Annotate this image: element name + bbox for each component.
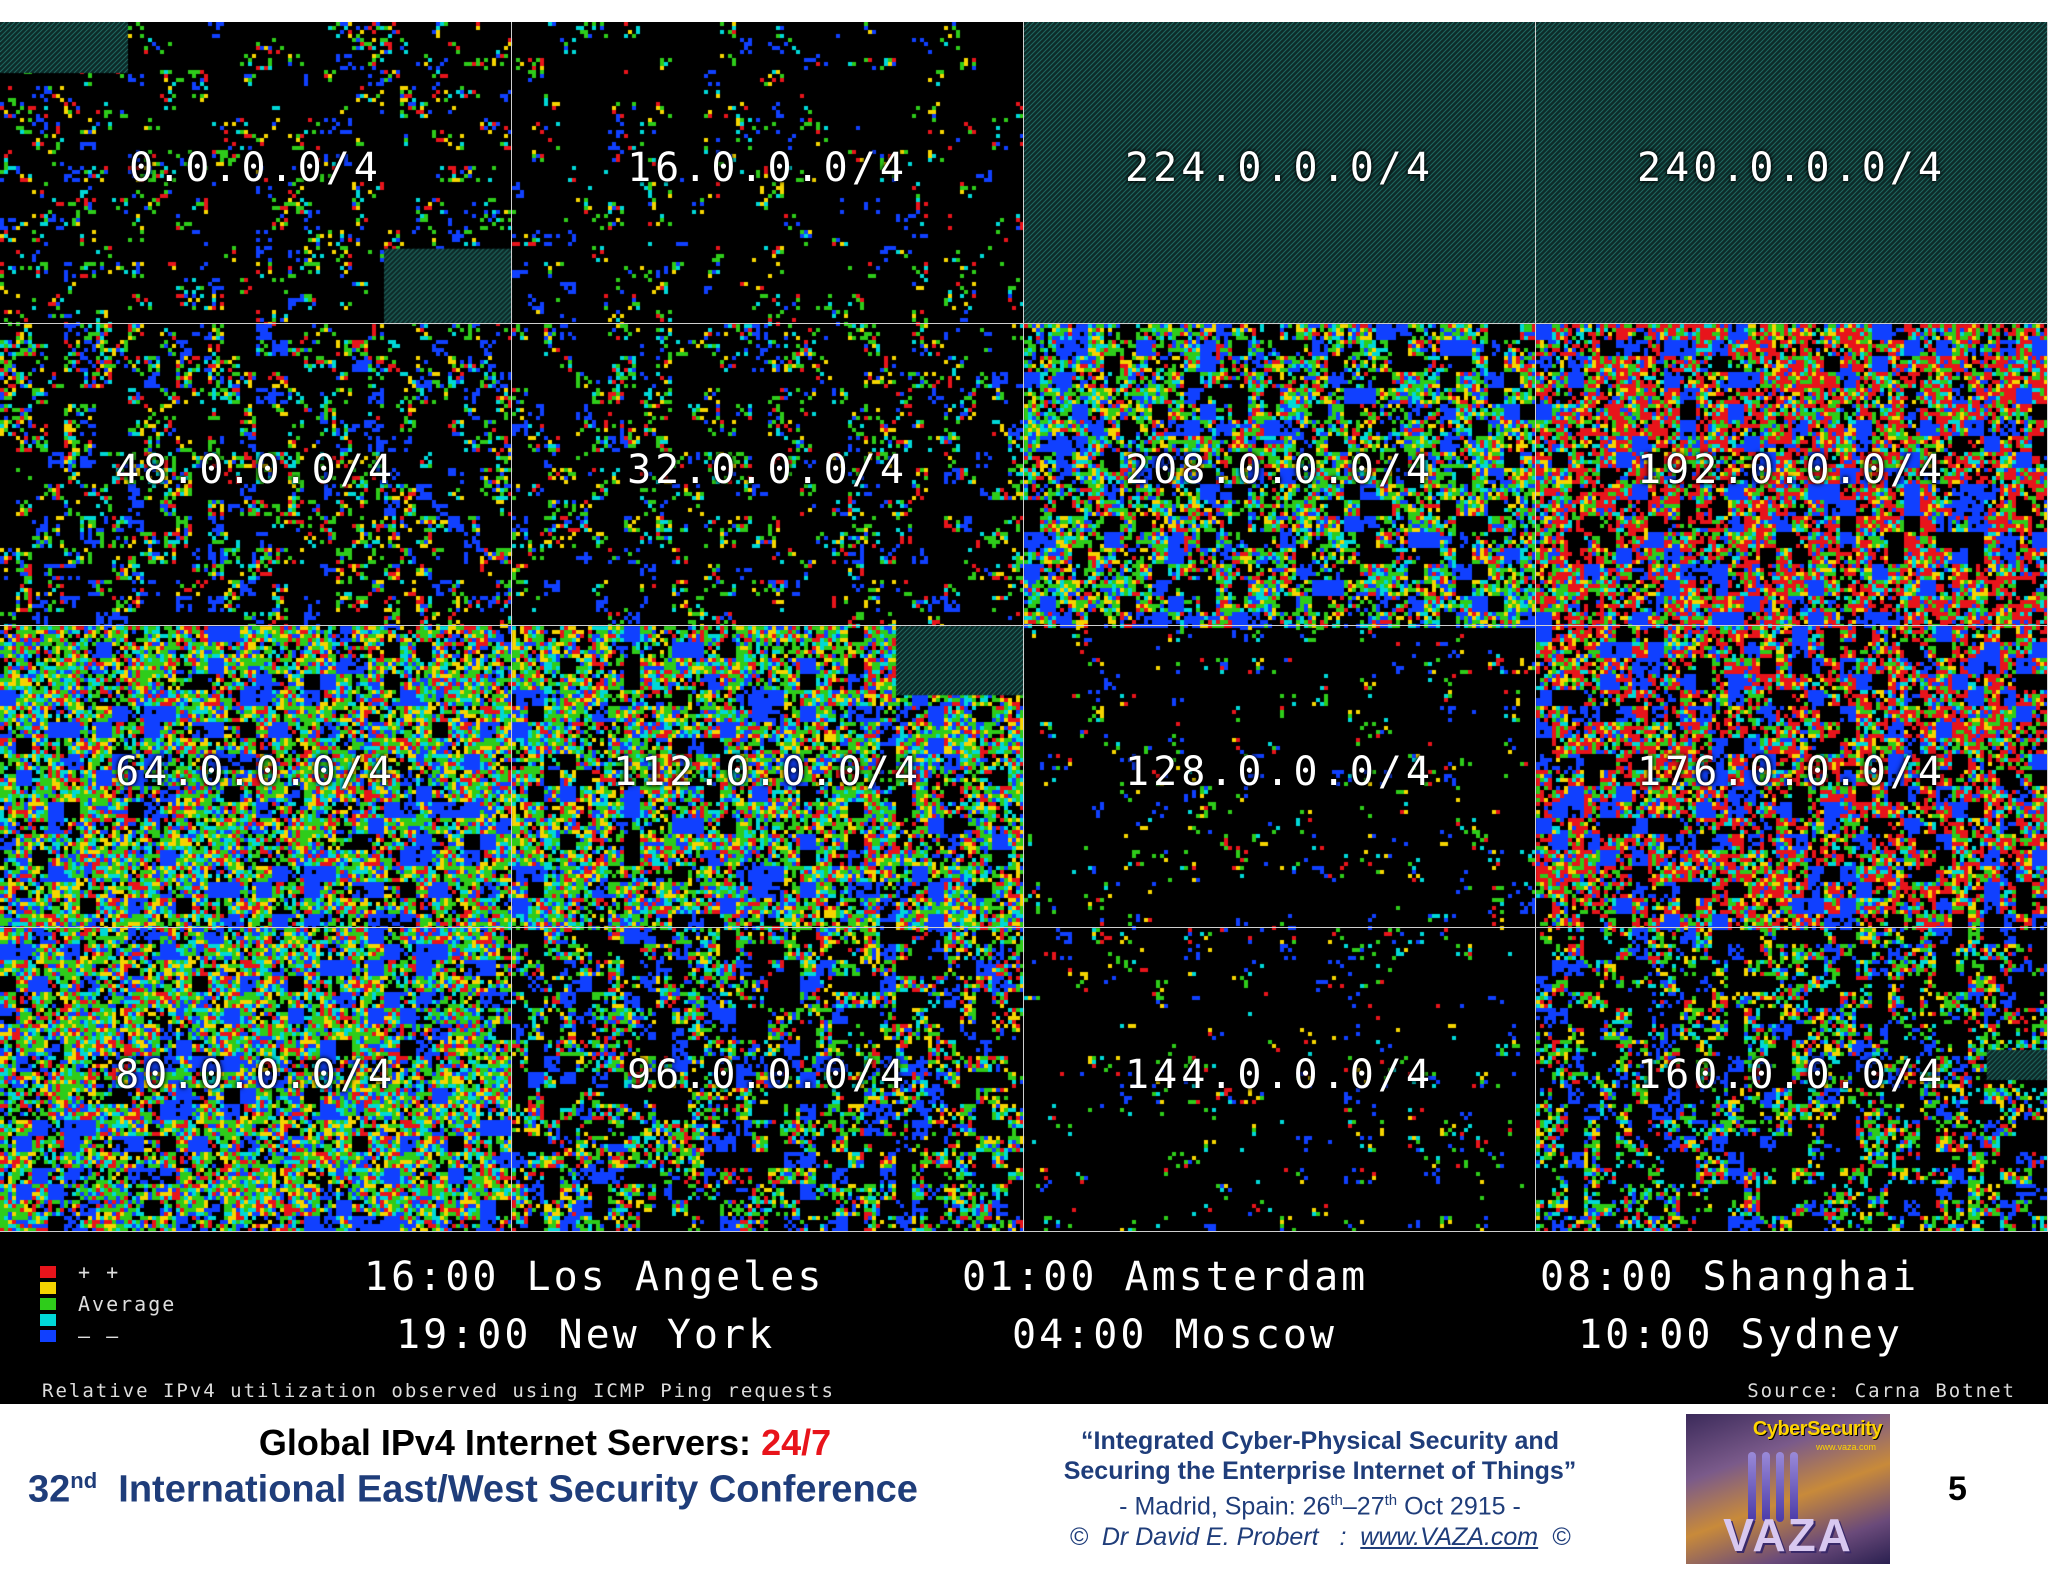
conference-text: International East/West Security Confere… <box>97 1468 918 1511</box>
author-post: © <box>1538 1523 1571 1552</box>
talk-title-line2: Securing the Enterprise Internet of Thin… <box>1063 1457 1577 1485</box>
block-label: 96.0.0.0/4 <box>627 1052 908 1098</box>
legend-label: – – <box>78 1324 121 1348</box>
time-shanghai: 08:00 Shanghai <box>1540 1254 1920 1300</box>
logo-bar-2 <box>1762 1452 1770 1522</box>
block-cell: 0.0.0.0/4 <box>0 22 512 324</box>
conference-ordinal: nd <box>70 1468 98 1493</box>
legend-swatch <box>40 1298 56 1310</box>
block-label: 128.0.0.0/4 <box>1125 749 1434 795</box>
block-label: 112.0.0.0/4 <box>613 749 922 795</box>
slide-footer: Global IPv4 Internet Servers: 24/7 32nd … <box>0 1404 2048 1582</box>
logo-wordmark: CyberSecurity <box>1752 1418 1883 1440</box>
legend-item <box>40 1312 176 1328</box>
logo-main-text: VAZA <box>1723 1509 1853 1561</box>
talk-location: - Madrid, Spain: 26th–27th Oct 2915 - <box>980 1486 1660 1521</box>
block-label: 224.0.0.0/4 <box>1125 145 1434 191</box>
conference-number: 32 <box>28 1468 71 1511</box>
block-cell: 144.0.0.0/4 <box>1024 928 1536 1232</box>
location-sup1: th <box>1330 1492 1343 1509</box>
block-cell: 176.0.0.0/4 <box>1536 626 2048 928</box>
talk-author: © Dr David E. Probert : www.VAZA.com © <box>980 1521 1660 1553</box>
block-label: 176.0.0.0/4 <box>1637 749 1946 795</box>
slide-title-main: Global IPv4 Internet Servers: <box>258 1422 762 1463</box>
block-label: 160.0.0.0/4 <box>1637 1052 1946 1098</box>
block-cell: 128.0.0.0/4 <box>1024 626 1536 928</box>
page-number: 5 <box>1948 1470 1967 1508</box>
block-cell: 16.0.0.0/4 <box>512 22 1024 324</box>
legend-item: – – <box>40 1324 176 1348</box>
time-moscow: 04:00 Moscow <box>1012 1312 1337 1358</box>
talk-title-line1: “Integrated Cyber-Physical Security and <box>1081 1427 1559 1455</box>
block-label: 64.0.0.0/4 <box>115 749 396 795</box>
location-mid: –27 <box>1342 1492 1385 1521</box>
caption-source: Source: Carna Botnet <box>1747 1380 2016 1402</box>
block-cell: 240.0.0.0/4 <box>1536 22 2048 324</box>
block-label: 16.0.0.0/4 <box>627 145 908 191</box>
legend-label: + + <box>78 1260 121 1284</box>
conference-name: 32nd International East/West Security Co… <box>28 1468 918 1512</box>
logo-bar-4 <box>1790 1452 1798 1522</box>
top-margin <box>0 0 2048 22</box>
block-cell: 96.0.0.0/4 <box>512 928 1024 1232</box>
block-cell: 224.0.0.0/4 <box>1024 22 1536 324</box>
block-label: 80.0.0.0/4 <box>115 1052 396 1098</box>
legend-label: Average <box>78 1292 177 1316</box>
legend-swatch <box>40 1282 56 1294</box>
location-pre: - Madrid, Spain: 26 <box>1119 1492 1331 1521</box>
block-label: 240.0.0.0/4 <box>1637 145 1946 191</box>
location-post: Oct 2915 - <box>1397 1492 1521 1521</box>
block-label: 48.0.0.0/4 <box>115 447 396 493</box>
block-label: 0.0.0.0/4 <box>129 145 382 191</box>
legend-swatch <box>40 1330 56 1342</box>
ipv4-heatmap: 0.0.0.0/4 16.0.0.0/4 224.0.0.0/4 240.0.0.0/… <box>0 22 2048 1232</box>
slide-title: Global IPv4 Internet Servers: 24/7 <box>0 1422 1090 1464</box>
author-pre: © Dr David E. Probert : <box>1069 1523 1361 1552</box>
block-cell: 48.0.0.0/4 <box>0 324 512 626</box>
vaza-link[interactable]: www.VAZA.com <box>1360 1523 1539 1552</box>
slide-title-accent: 24/7 <box>761 1422 832 1463</box>
legend-swatch <box>40 1266 56 1278</box>
heatmap-grid: 0.0.0.0/4 16.0.0.0/4 224.0.0.0/4 240.0.0.0/… <box>0 22 2048 1232</box>
legend-item: Average <box>40 1292 176 1316</box>
legend-swatch <box>40 1314 56 1326</box>
legend-item <box>40 1280 176 1296</box>
block-cell: 64.0.0.0/4 <box>0 626 512 928</box>
info-band: + + Average – – 16:00 Los Angeles 01:00 Am… <box>0 1232 2048 1404</box>
block-cell: 112.0.0.0/4 <box>512 626 1024 928</box>
talk-info: “Integrated Cyber-Physical Security and … <box>980 1426 1660 1553</box>
heatmap-canvas <box>0 22 2048 1232</box>
time-new-york: 19:00 New York <box>396 1312 776 1358</box>
block-cell: 80.0.0.0/4 <box>0 928 512 1232</box>
block-label: 192.0.0.0/4 <box>1637 447 1946 493</box>
caption-methodology: Relative IPv4 utilization observed using… <box>42 1380 835 1402</box>
vaza-logo: CyberSecurity www.vaza.com VAZA <box>1686 1414 1890 1564</box>
block-label: 32.0.0.0/4 <box>627 447 908 493</box>
legend: + + Average – – <box>40 1260 176 1348</box>
block-cell: 192.0.0.0/4 <box>1536 324 2048 626</box>
legend-item: + + <box>40 1260 176 1284</box>
logo-bar-3 <box>1776 1452 1784 1522</box>
block-label: 144.0.0.0/4 <box>1125 1052 1434 1098</box>
block-cell: 32.0.0.0/4 <box>512 324 1024 626</box>
time-sydney: 10:00 Sydney <box>1578 1312 1903 1358</box>
time-los-angeles: 16:00 Los Angeles <box>364 1254 825 1300</box>
logo-url: www.vaza.com <box>1815 1442 1876 1452</box>
block-label: 208.0.0.0/4 <box>1125 447 1434 493</box>
location-sup2: th <box>1384 1492 1398 1509</box>
block-cell: 208.0.0.0/4 <box>1024 324 1536 626</box>
logo-bar-1 <box>1748 1452 1756 1522</box>
block-cell: 160.0.0.0/4 <box>1536 928 2048 1232</box>
time-amsterdam: 01:00 Amsterdam <box>962 1254 1369 1300</box>
